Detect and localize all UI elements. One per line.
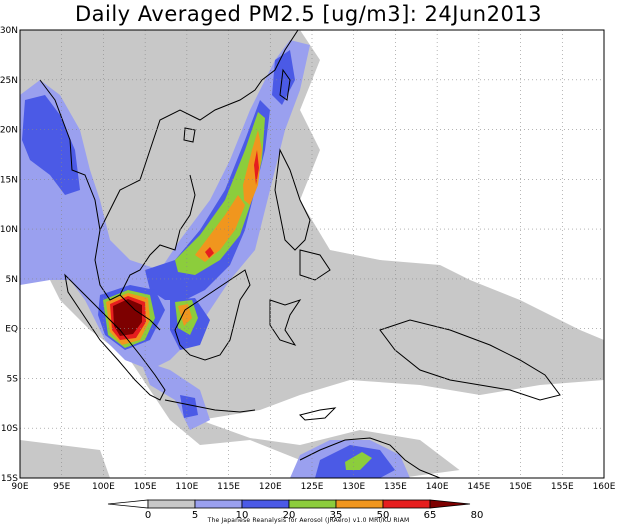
coastline-borneo [174,269,251,361]
coastline-timor [299,407,337,421]
coastline-australia [299,437,441,478]
colorbar-segment [335,499,384,509]
lat-tick-label: 10N [0,225,18,235]
coastlines [39,30,561,478]
coastline-sulawesi [269,299,302,346]
lat-tick-label: 10S [1,424,18,434]
coastline-mindanao [299,249,331,281]
pm25-band-50-65-b [243,130,262,205]
lon-tick-label: 105E [134,482,157,492]
lon-tick-label: 125E [301,482,324,492]
lat-tick-label: 15S [1,474,18,484]
lon-tick-label: 130E [342,482,365,492]
colorbar-segment [241,499,290,509]
colorbar-label: 50 [377,510,390,521]
lat-tick-label: 5S [7,374,19,384]
lat-tick-label: 30N [0,26,18,36]
lon-tick-label: 145E [467,482,490,492]
pm25-band-50-65 [195,195,245,262]
coastline-malay [119,294,161,331]
lat-tick-label: 25N [0,76,18,86]
lon-tick-label: 90E [11,482,28,492]
lon-tick-label: 115E [217,482,240,492]
pm25-band-5-10-b [20,440,110,478]
lon-tick-label: 120E [259,482,282,492]
pm25-band-10-20 [20,40,310,370]
coastline-sumatra [64,273,166,401]
lon-tick-labels: 90E 95E 100E 105E 110E 115E 120E 125E 130E 135E 14… [11,482,615,492]
coastline-java [164,399,256,413]
colorbar-label: 20 [283,510,296,521]
map-frame-border [19,29,605,479]
lon-tick-label: 135E [384,482,407,492]
lon-tick-label: 160E [593,482,616,492]
lat-tick-label: 20N [0,126,18,136]
colorbar-segment [382,499,431,509]
clean-air-gap [320,30,604,290]
colorbar-label: 5 [192,510,198,521]
map-title: Daily Averaged PM2.5 [ug/m3]: 24Jun2013 [74,2,543,26]
lon-tick-label: 150E [509,482,532,492]
lat-tick-label: 15N [0,175,18,185]
clean-air-gap-south [200,380,604,478]
coastline-philippines [274,148,311,251]
pm25-band-80-plus [113,299,142,336]
coastline-taiwan [279,68,291,101]
lon-tick-label: 110E [175,482,198,492]
pm25-band-20-35-g [180,395,198,418]
pm25-band-20-35 [22,95,80,195]
coastline-new-guinea [379,319,561,401]
pm25-band-35-50-d [345,452,372,470]
coastline-hainan [183,127,196,143]
colorbar-label: 65 [424,510,437,521]
colorbar-segment [194,499,243,509]
coastline-asia [39,30,299,232]
lon-tick-label: 100E [92,482,115,492]
lon-tick-label: 155E [551,482,574,492]
colorbar-segment [288,499,337,509]
map-grid [20,30,604,478]
colorbar-arrow-left [107,499,149,509]
pm25-band-50-65-d [178,304,192,326]
pm25-band-65-80 [205,247,214,258]
colorbar-label: 80 [471,510,484,521]
lat-tick-label: EQ [5,325,18,335]
colorbar: 0 5 10 20 35 50 65 80 [107,499,484,521]
colorbar-label: 0 [145,510,151,521]
pm25-band-65-80-b [254,150,259,185]
colorbar-label: 35 [330,510,343,521]
colorbar-segment [147,499,196,509]
lon-tick-label: 95E [53,482,70,492]
lat-tick-labels: 30N 25N 20N 15N 10N 5N EQ 5S 10S 15S [0,26,18,484]
lat-tick-label: 5N [6,275,18,285]
colorbar-arrow-right [429,499,471,509]
colorbar-label: 10 [236,510,249,521]
lon-tick-label: 140E [426,482,449,492]
data-credit: The Japanese Reanalysis for Aerosol (JRA… [207,517,410,524]
